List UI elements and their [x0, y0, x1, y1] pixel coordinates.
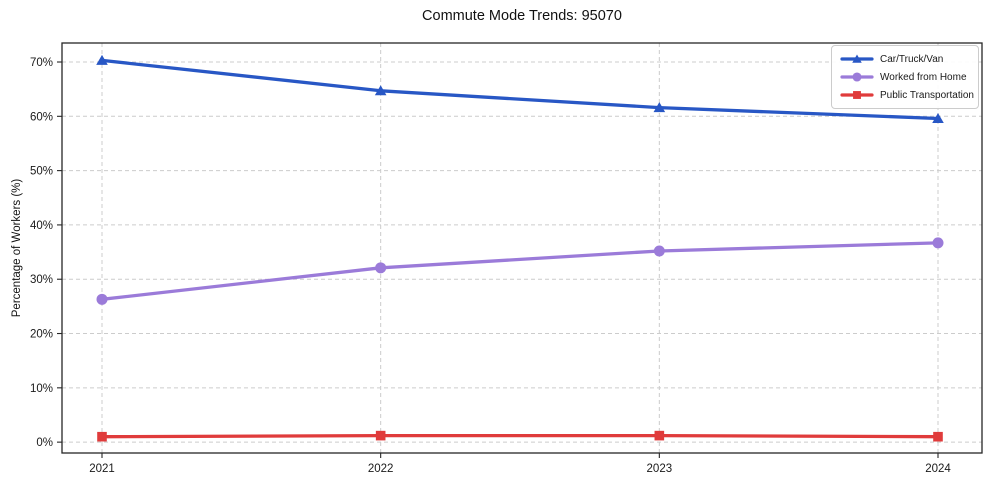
y-tick-label: 0% [36, 437, 53, 449]
marker-public-transportation [375, 430, 386, 441]
marker-car-truck-van [374, 85, 387, 96]
legend-item-label: Public Transportation [880, 89, 974, 101]
marker-public-transportation [933, 431, 943, 442]
chart-title: Commute Mode Trends: 95070 [422, 8, 622, 24]
y-tick-label: 40% [30, 220, 53, 232]
x-tick-label: 2021 [89, 463, 115, 475]
marker-worked-from-home [932, 237, 944, 249]
marker-worked-from-home [653, 245, 665, 257]
plot-frame [61, 42, 983, 454]
legend-item-label: Worked from Home [880, 71, 967, 83]
x-tick-label: 2024 [925, 463, 951, 475]
marker-public-transportation [654, 430, 665, 441]
legend-item-worked-from-home: Worked from Home [840, 68, 970, 86]
line-public-transportation [100, 433, 940, 439]
legend-square-marker-icon [840, 91, 874, 99]
marker-worked-from-home [96, 293, 108, 305]
marker-car-truck-van [932, 112, 944, 123]
marker-car-truck-van [653, 102, 666, 113]
legend-marker-glyph [853, 91, 861, 99]
legend-item-public-transportation: Public Transportation [840, 86, 974, 104]
y-tick-label: 70% [30, 57, 53, 69]
legend-marker-glyph [852, 54, 862, 63]
y-tick-label: 50% [30, 166, 53, 178]
legend-triangle-marker-icon [840, 54, 874, 63]
marker-car-truck-van [96, 54, 108, 65]
marker-public-transportation [97, 431, 107, 442]
legend-item-label: Car/Truck/Van [880, 53, 944, 65]
x-tick-label: 2022 [368, 463, 394, 475]
marker-worked-from-home [375, 262, 387, 274]
y-tick-label: 10% [30, 383, 53, 395]
line-car-truck-van [100, 58, 940, 121]
legend: Car/Truck/Van Worked from Home Public Tran… [831, 45, 979, 109]
legend-circle-marker-icon [840, 72, 874, 82]
y-tick-label: 20% [30, 329, 53, 341]
x-tick-label: 2023 [647, 463, 673, 475]
line-worked-from-home [100, 241, 940, 301]
legend-marker-glyph [852, 72, 862, 82]
legend-item-car-truck-van: Car/Truck/Van [840, 50, 970, 68]
y-tick-label: 30% [30, 274, 53, 286]
y-tick-label: 60% [30, 111, 53, 123]
